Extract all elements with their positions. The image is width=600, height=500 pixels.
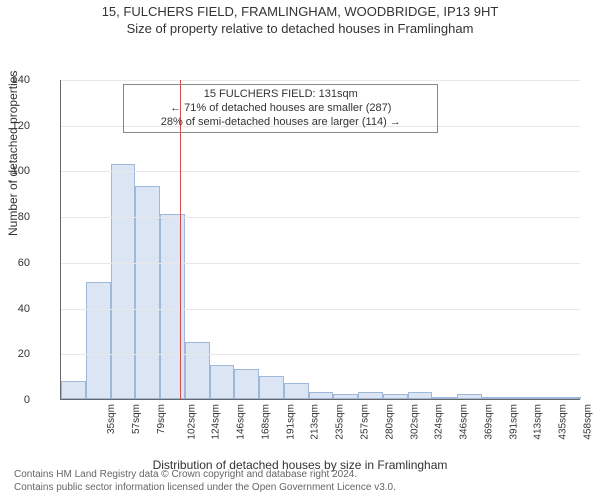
x-tick-label: 458sqm [582,404,593,440]
x-tick-label: 102sqm [186,404,197,440]
annotation-line: 28% of semi-detached houses are larger (… [130,116,431,130]
footer-line-2: Contains public sector information licen… [14,481,396,494]
histogram-bar [432,397,457,399]
histogram-bar [61,381,86,399]
x-tick-label: 235sqm [335,404,346,440]
histogram-bar [531,397,556,399]
x-tick-label: 35sqm [106,404,117,434]
histogram-bar [457,394,482,399]
histogram-bar [185,342,210,399]
histogram-bar [309,392,334,399]
chart-container: Number of detached properties 15 FULCHER… [0,36,600,456]
x-tick-label: 280sqm [384,404,395,440]
histogram-bar [284,383,309,399]
y-tick-label: 80 [0,211,30,223]
histogram-bar [234,369,259,399]
x-tick-label: 146sqm [236,404,247,440]
histogram-bar [556,397,581,399]
x-tick-label: 57sqm [131,404,142,434]
title-sub: Size of property relative to detached ho… [0,21,600,36]
title-main: 15, FULCHERS FIELD, FRAMLINGHAM, WOODBRI… [0,4,600,19]
histogram-bar [333,394,358,399]
histogram-bar [358,392,383,399]
annotation-line: ← 71% of detached houses are smaller (28… [130,102,431,116]
histogram-bar [210,365,235,399]
x-tick-label: 346sqm [459,404,470,440]
chart-titles: 15, FULCHERS FIELD, FRAMLINGHAM, WOODBRI… [0,4,600,36]
x-tick-label: 191sqm [285,404,296,440]
x-tick-label: 324sqm [434,404,445,440]
gridline [61,263,580,264]
x-tick-label: 435sqm [558,404,569,440]
histogram-bar [482,397,507,399]
x-tick-label: 79sqm [156,404,167,434]
histogram-bar [408,392,433,399]
histogram-bar [86,282,111,399]
x-tick-label: 369sqm [483,404,494,440]
footer-attribution: Contains HM Land Registry data © Crown c… [14,468,396,494]
y-tick-label: 20 [0,348,30,360]
histogram-bar [507,397,532,399]
histogram-bar [383,394,408,399]
y-tick-label: 60 [0,257,30,269]
gridline [61,80,580,81]
annotation-box: 15 FULCHERS FIELD: 131sqm← 71% of detach… [123,84,438,133]
x-tick-label: 168sqm [261,404,272,440]
gridline [61,309,580,310]
y-tick-label: 100 [0,165,30,177]
footer-line-1: Contains HM Land Registry data © Crown c… [14,468,396,481]
y-tick-label: 40 [0,303,30,315]
x-tick-label: 413sqm [533,404,544,440]
gridline [61,354,580,355]
annotation-line: 15 FULCHERS FIELD: 131sqm [130,88,431,102]
gridline [61,217,580,218]
x-tick-label: 213sqm [310,404,321,440]
y-tick-label: 140 [0,74,30,86]
x-tick-label: 257sqm [360,404,371,440]
histogram-bar [259,376,284,399]
y-tick-label: 120 [0,120,30,132]
histogram-bar [111,164,136,399]
gridline [61,171,580,172]
x-tick-label: 124sqm [211,404,222,440]
plot-area: 15 FULCHERS FIELD: 131sqm← 71% of detach… [60,80,580,400]
x-tick-label: 302sqm [409,404,420,440]
x-tick-label: 391sqm [508,404,519,440]
histogram-bar [135,186,160,399]
y-tick-label: 0 [0,394,30,406]
